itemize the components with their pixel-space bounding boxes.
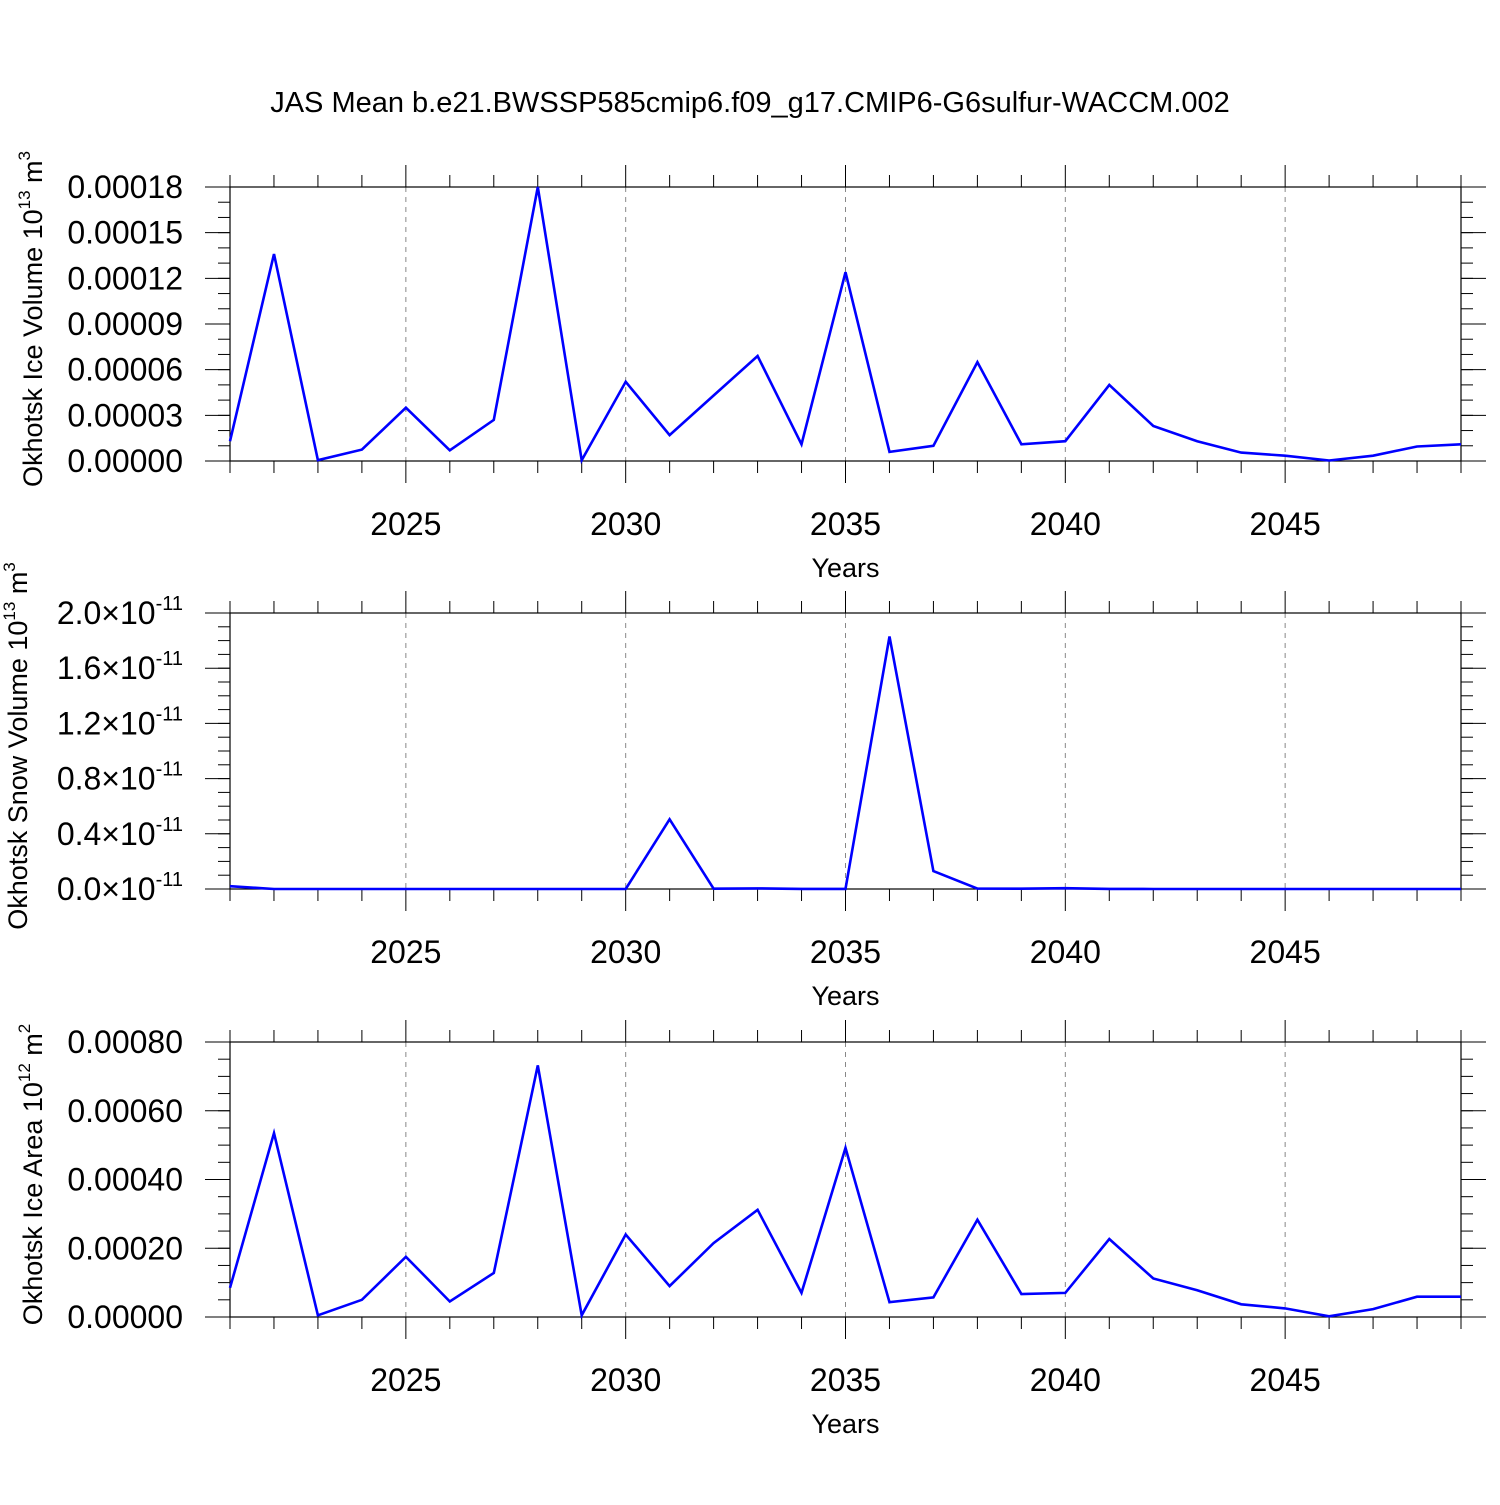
panel2-ytick-label-0: 2.0×10-11 — [57, 593, 183, 631]
panel2-xtick-label-2035: 2035 — [810, 934, 881, 970]
panel2-ytick-label-4: 0.4×10-11 — [57, 814, 183, 852]
panel1-xtick-label-2025: 2025 — [370, 506, 441, 542]
panel1-ytick-label-3: 0.00009 — [67, 306, 183, 342]
panel2-ytick-label-5: 0.0×10-11 — [57, 869, 183, 907]
panel3-y-axis-title: Okhotsk Ice Area 1012 m2 — [15, 1024, 48, 1326]
panel2-xtick-label-2045: 2045 — [1250, 934, 1321, 970]
panel3-ytick-label-0: 0.00080 — [67, 1024, 183, 1060]
panel3-ytick-label-3: 0.00020 — [67, 1230, 183, 1266]
panel1-xtick-label-2030: 2030 — [590, 506, 661, 542]
panel3-ytick-label-2: 0.00040 — [67, 1162, 183, 1198]
panel2-ytick-label-2: 1.2×10-11 — [57, 703, 183, 741]
panel1-x-axis-title: Years — [811, 553, 879, 583]
panel2-y-axis-title: Okhotsk Snow Volume 1013 m3 — [0, 562, 33, 930]
panel3-xtick-label-2045: 2045 — [1250, 1362, 1321, 1398]
panel2-xtick-label-2025: 2025 — [370, 934, 441, 970]
panel3-ytick-label-1: 0.00060 — [67, 1093, 183, 1129]
panel1-ytick-label-2: 0.00012 — [67, 260, 183, 296]
panel2-ytick-label-3: 0.8×10-11 — [57, 759, 183, 797]
panel1-ytick-label-6: 0.00000 — [67, 443, 183, 479]
panel2-xtick-label-2040: 2040 — [1030, 934, 1101, 970]
panel3-xtick-label-2030: 2030 — [590, 1362, 661, 1398]
panel3-x-axis-title: Years — [811, 1409, 879, 1439]
panel1-xtick-label-2045: 2045 — [1250, 506, 1321, 542]
panel3-ytick-label-4: 0.00000 — [67, 1299, 183, 1335]
panel1-y-axis-title: Okhotsk Ice Volume 1013 m3 — [15, 151, 48, 487]
panel1-ytick-label-4: 0.00006 — [67, 352, 183, 388]
panel1-ytick-label-0: 0.00018 — [67, 169, 183, 205]
panel3-xtick-label-2035: 2035 — [810, 1362, 881, 1398]
panel3-xtick-label-2025: 2025 — [370, 1362, 441, 1398]
panel2-x-axis-title: Years — [811, 981, 879, 1011]
panel2-ytick-label-1: 1.6×10-11 — [57, 648, 183, 686]
panel2-xtick-label-2030: 2030 — [590, 934, 661, 970]
panel1-xtick-label-2040: 2040 — [1030, 506, 1101, 542]
panel3-xtick-label-2040: 2040 — [1030, 1362, 1101, 1398]
chart-title: JAS Mean b.e21.BWSSP585cmip6.f09_g17.CMI… — [270, 87, 1230, 119]
panel1-ytick-label-1: 0.00015 — [67, 215, 183, 251]
panel1-xtick-label-2035: 2035 — [810, 506, 881, 542]
panel1-ytick-label-5: 0.00003 — [67, 397, 183, 433]
